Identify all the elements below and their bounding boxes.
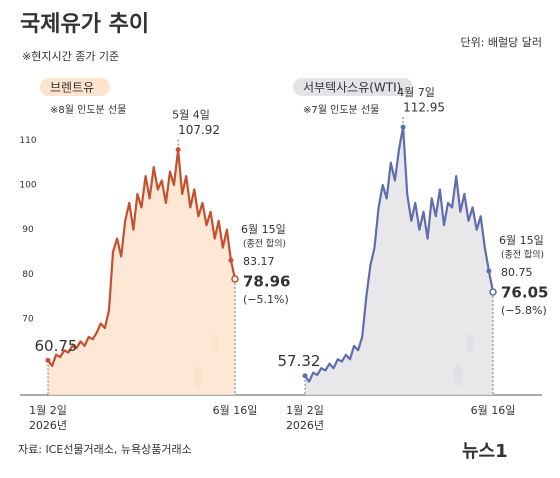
y-tick-label: 100 [19, 181, 36, 191]
logo-box [460, 437, 542, 465]
event-value: 83.17 [243, 255, 275, 268]
area [48, 149, 235, 395]
y-tick-label: 80 [22, 270, 34, 280]
series-pill [40, 78, 110, 96]
peak-point [400, 124, 406, 130]
source: 자료: ICE선물거래소, 뉴욕상품거래소 [18, 443, 192, 456]
event-note: (종전 합의) [243, 239, 286, 250]
peak-value: 112.95 [403, 101, 445, 115]
first-value: 57.32 [278, 352, 321, 370]
last-point [231, 275, 239, 283]
x-year-label: 2026년 [286, 419, 324, 432]
change-label: (−5.1%) [243, 293, 289, 306]
last-value: 78.96 [243, 273, 290, 291]
last-point [489, 288, 497, 296]
event-note: (종전 합의) [501, 250, 544, 261]
series-name: 서부텍사스유(WTI) [303, 81, 401, 95]
last-value: 76.05 [501, 284, 548, 302]
x-tick-label: 6월 16일 [213, 403, 258, 417]
first-point [302, 373, 308, 379]
peak-date: 5월 4일 [172, 108, 210, 122]
unit-label: 단위: 배럴당 달러 [460, 36, 542, 49]
line [47, 148, 237, 368]
peak-value: 107.92 [178, 123, 220, 137]
first-point [45, 357, 51, 363]
first-value: 60.75 [35, 337, 78, 355]
page-note: ※현지시간 종가 기준 [22, 50, 119, 63]
y-tick-label: 70 [22, 315, 34, 325]
x-year-label: 2026년 [29, 419, 67, 432]
y-tick-label: 90 [22, 225, 34, 235]
change-label: (−5.8%) [501, 304, 547, 317]
peak-point [175, 147, 181, 153]
event-value: 80.75 [501, 266, 533, 279]
line [304, 126, 495, 383]
event-point [228, 257, 234, 263]
peak-date: 4월 7일 [397, 85, 435, 99]
y-tick-label: 110 [19, 136, 36, 146]
series-name: 브렌트유 [50, 81, 94, 95]
series-pill [293, 78, 413, 96]
event-point [486, 268, 492, 274]
area [305, 127, 493, 395]
event-date: 6월 15일 [499, 233, 544, 247]
page-title: 국제유가 추이 [20, 12, 149, 37]
logo: 뉴스1 [462, 441, 508, 462]
x-tick-label: 1월 2일 [286, 403, 324, 417]
event-date: 6월 15일 [241, 222, 286, 236]
series-subtitle: ※7월 인도분 선물 [303, 104, 379, 116]
x-tick-label: 6월 16일 [471, 403, 516, 417]
series-subtitle: ※8월 인도분 선물 [50, 104, 126, 116]
x-tick-label: 1월 2일 [29, 403, 67, 417]
